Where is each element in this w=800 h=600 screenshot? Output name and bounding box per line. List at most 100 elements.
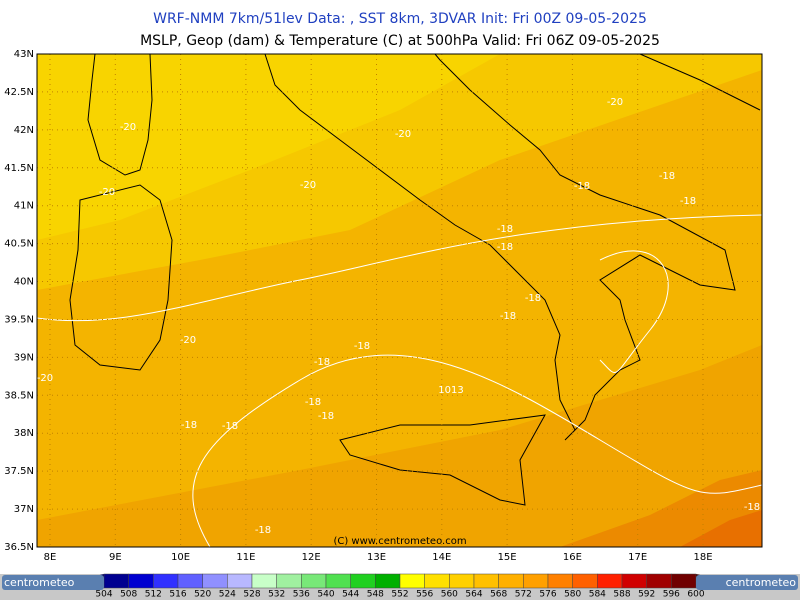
colorbar-label: 576 (539, 590, 556, 600)
colorbar-label: 592 (638, 590, 655, 600)
contour-label: -18 (680, 196, 696, 207)
map (37, 54, 762, 547)
colorbar-box (498, 573, 524, 589)
lon-label: 16E (563, 552, 582, 563)
colorbar-box (449, 573, 475, 589)
colorbar-box (325, 573, 351, 589)
lat-label: 37.5N (4, 466, 34, 477)
contour-label: -20 (99, 187, 115, 198)
colorbar-box (424, 573, 450, 589)
lat-label: 38.5N (4, 390, 34, 401)
contour-label: -20 (395, 129, 411, 140)
logo: centrometeo (726, 576, 797, 589)
colorbar-box (251, 573, 277, 589)
colorbar-label: 552 (391, 590, 408, 600)
contour-label: -20 (607, 97, 623, 108)
contour-label: -20 (180, 335, 196, 346)
contour-label: -18 (181, 420, 197, 431)
contour-label: -18 (659, 171, 675, 182)
lon-label: 15E (498, 552, 517, 563)
lat-label: 40N (14, 277, 34, 288)
contour-label: -18 (222, 421, 238, 432)
colorbar-label: 564 (465, 590, 482, 600)
colorbar-label: 504 (95, 590, 112, 600)
colorbar-label: 532 (268, 590, 285, 600)
title: WRF-NMM 7km/51lev Data: , SST 8km, 3DVAR… (153, 11, 647, 27)
colorbar-label: 556 (416, 590, 433, 600)
contour-label: -18 (305, 397, 321, 408)
lon-label: 8E (44, 552, 57, 563)
colorbar-label: 580 (564, 590, 581, 600)
contour-label: 1013 (438, 385, 463, 396)
lat-label: 39N (14, 352, 34, 363)
colorbar-label: 528 (243, 590, 260, 600)
colorbar-label: 596 (663, 590, 680, 600)
lat-label: 40.5N (4, 239, 34, 250)
colorbar-label: 548 (367, 590, 384, 600)
lat-label: 39.5N (4, 314, 34, 325)
colorbar-box (473, 573, 499, 589)
colorbar-box (399, 573, 425, 589)
colorbar-label: 520 (194, 590, 211, 600)
colorbar-label: 584 (589, 590, 606, 600)
colorbar-box (202, 573, 228, 589)
contour-label: -18 (497, 242, 513, 253)
contour-label: -20 (120, 122, 136, 133)
colorbar-label: 572 (515, 590, 532, 600)
lat-label: 42N (14, 125, 34, 136)
lon-label: 12E (302, 552, 321, 563)
colorbar-label: 516 (169, 590, 186, 600)
colorbar-box (646, 573, 672, 589)
contour-label: -20 (37, 373, 53, 384)
colorbar-box (103, 573, 129, 589)
lon-label: 9E (109, 552, 122, 563)
colorbar-box (621, 573, 647, 589)
contour-label: -18 (497, 224, 513, 235)
colorbar-label: 540 (317, 590, 334, 600)
colorbar-box (177, 573, 203, 589)
contour-label: -18 (314, 357, 330, 368)
colorbar-label: 568 (490, 590, 507, 600)
lat-label: 37N (14, 504, 34, 515)
lat-label: 38N (14, 428, 34, 439)
lon-label: 17E (628, 552, 647, 563)
lon-label: 18E (693, 552, 712, 563)
colorbar-label: 588 (613, 590, 630, 600)
lat-label: 41N (14, 201, 34, 212)
map-frame (36, 53, 763, 548)
contour-label: -18 (574, 181, 590, 192)
copyright: (C) www.centrometeo.com (333, 536, 466, 547)
logo-box (2, 575, 104, 590)
contour-label: -18 (318, 411, 334, 422)
subtitle: MSLP, Geop (dam) & Temperature (C) at 50… (140, 33, 660, 49)
colorbar-label: 508 (120, 590, 137, 600)
lon-label: 10E (171, 552, 190, 563)
lon-label: 11E (236, 552, 255, 563)
contour-label: -18 (525, 293, 541, 304)
colorbar-box (227, 573, 253, 589)
colorbar-box (375, 573, 401, 589)
lat-label: 36.5N (4, 542, 34, 553)
colorbar-box (301, 573, 327, 589)
lon-label: 13E (367, 552, 386, 563)
colorbar-label: 536 (293, 590, 310, 600)
colorbar-box (350, 573, 376, 589)
colorbar-box (597, 573, 623, 589)
contour-label: -18 (354, 341, 370, 352)
contour-label: -18 (255, 525, 271, 536)
colorbar-box (128, 573, 154, 589)
lat-label: 43N (14, 49, 34, 60)
logo: centrometeo (4, 576, 75, 589)
lon-label: 14E (432, 552, 451, 563)
lat-label: 41.5N (4, 163, 34, 174)
colorbar-label: 544 (342, 590, 359, 600)
colorbar-box (547, 573, 573, 589)
colorbar-box (523, 573, 549, 589)
contour-label: -18 (500, 311, 516, 322)
contour-label: -20 (300, 180, 316, 191)
colorbar-box (276, 573, 302, 589)
colorbar-label: 600 (687, 590, 704, 600)
colorbar-label: 524 (219, 590, 236, 600)
colorbar-label: 512 (145, 590, 162, 600)
